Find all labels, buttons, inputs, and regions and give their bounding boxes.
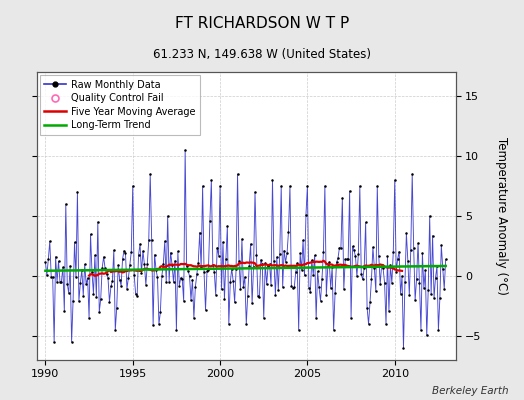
Text: Berkeley Earth: Berkeley Earth xyxy=(432,386,508,396)
Legend: Raw Monthly Data, Quality Control Fail, Five Year Moving Average, Long-Term Tren: Raw Monthly Data, Quality Control Fail, … xyxy=(40,75,200,135)
Text: FT RICHARDSON W T P: FT RICHARDSON W T P xyxy=(175,16,349,31)
Text: 61.233 N, 149.638 W (United States): 61.233 N, 149.638 W (United States) xyxy=(153,48,371,61)
Y-axis label: Temperature Anomaly (°C): Temperature Anomaly (°C) xyxy=(495,137,508,295)
